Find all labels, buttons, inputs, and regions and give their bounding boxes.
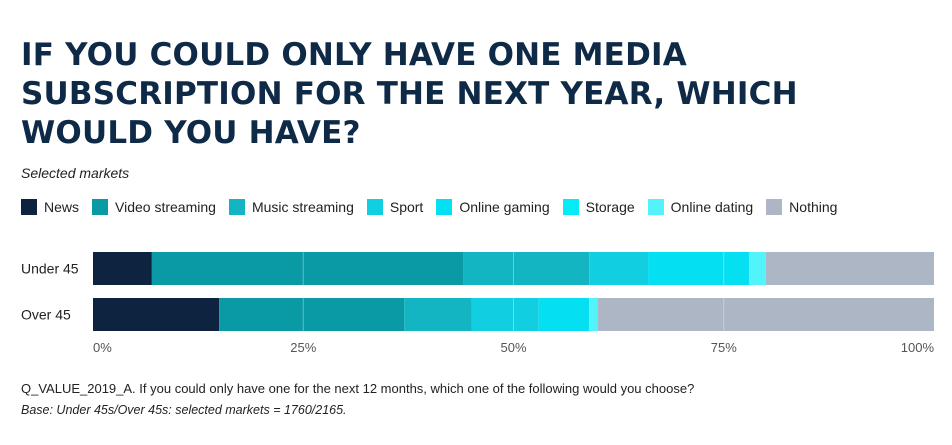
- legend-item-nothing: Nothing: [766, 199, 837, 215]
- bar-segment-video-streaming-over-45: [219, 298, 405, 331]
- legend-swatch: [366, 199, 383, 215]
- chart-title: IF YOU COULD ONLY HAVE ONE MEDIA SUBSCRI…: [21, 37, 798, 151]
- bar-segment-online-gaming-under-45: [648, 252, 749, 285]
- bar-segment-video-streaming-under-45: [151, 252, 464, 285]
- legend-item-storage: Storage: [562, 199, 635, 215]
- legend-label: Music streaming: [251, 199, 354, 215]
- bar-segment-music-streaming-under-45: [463, 252, 590, 285]
- legend-label: Nothing: [789, 199, 838, 215]
- legend-label: News: [44, 199, 80, 215]
- x-tick-label: 25%: [290, 340, 316, 355]
- legend-label: Online dating: [670, 199, 754, 215]
- legend-swatch: [21, 199, 37, 215]
- bar-segment-nothing-over-45: [597, 298, 934, 331]
- legend-item-online-gaming: Online gaming: [436, 199, 550, 215]
- legend-item-sport: Sport: [366, 199, 424, 215]
- legend-swatch: [92, 199, 109, 215]
- bar-segment-sport-over-45: [471, 298, 539, 331]
- legend-swatch: [647, 199, 664, 215]
- legend-label: Sport: [389, 199, 424, 215]
- bar-segment-online-dating-over-45: [589, 298, 598, 331]
- category-label-over-45: Over 45: [21, 307, 71, 323]
- x-tick-label: 0%: [93, 340, 112, 355]
- chart-subtitle: Selected markets: [21, 165, 130, 181]
- bar-segment-online-gaming-over-45: [538, 298, 590, 331]
- legend-label: Storage: [585, 199, 635, 215]
- bar-segment-online-dating-under-45: [748, 252, 766, 285]
- legend-label: Video streaming: [115, 199, 216, 215]
- legend-item-news: News: [21, 199, 79, 215]
- bar-segment-nothing-under-45: [765, 252, 934, 285]
- legend-label: Online gaming: [459, 199, 550, 215]
- bar-segment-music-streaming-over-45: [404, 298, 472, 331]
- legend-swatch: [228, 199, 245, 215]
- legend-swatch: [436, 199, 453, 215]
- bar-segment-news-over-45: [93, 298, 220, 331]
- category-label-under-45: Under 45: [21, 261, 79, 277]
- question-footnote: Q_VALUE_2019_A. If you could only have o…: [21, 381, 695, 396]
- legend-item-online-dating: Online dating: [647, 199, 754, 215]
- bar-segment-news-under-45: [93, 252, 152, 285]
- bar-segment-sport-under-45: [589, 252, 649, 285]
- legend-swatch: [766, 199, 783, 215]
- legend-item-video-streaming: Video streaming: [92, 199, 216, 215]
- x-tick-label: 50%: [500, 340, 526, 355]
- legend-item-music-streaming: Music streaming: [228, 199, 354, 215]
- chart-legend: News Video streaming Music streaming Sport O…: [21, 199, 850, 215]
- x-tick-label: 100%: [901, 340, 935, 355]
- x-tick-label: 75%: [711, 340, 737, 355]
- legend-swatch: [562, 199, 579, 215]
- base-note: Base: Under 45s/Over 45s: selected marke…: [21, 403, 347, 417]
